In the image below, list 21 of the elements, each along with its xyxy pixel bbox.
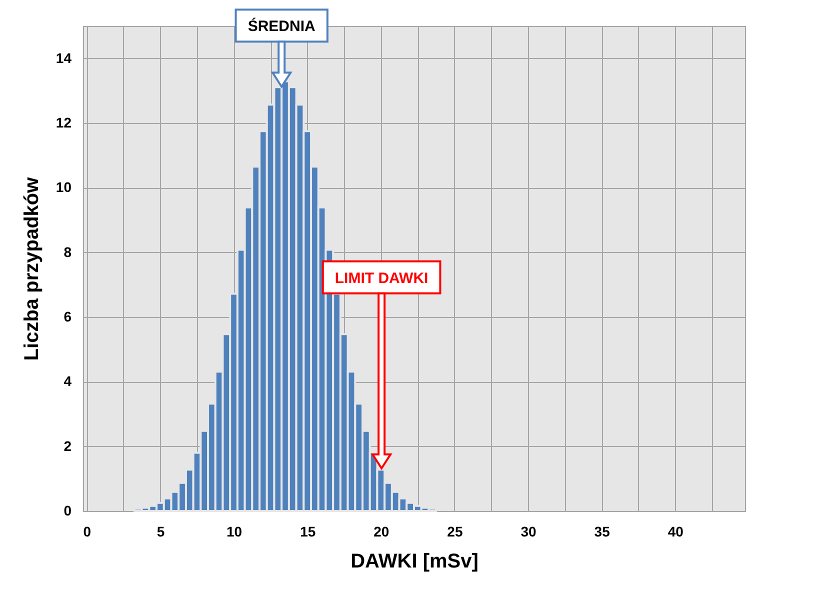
annotation: ŚREDNIA [248, 17, 316, 36]
y-tick-label: 6 [64, 308, 72, 324]
x-tick-label: 40 [668, 524, 684, 540]
y-tick-label: 10 [56, 179, 72, 196]
x-tick-label: 15 [300, 524, 316, 540]
x-tick-label: 5 [156, 524, 165, 540]
y-tick-label: 2 [64, 438, 72, 454]
x-tick-label: 20 [374, 524, 390, 540]
x-tick-label: 30 [520, 524, 537, 540]
y-tick-label: 14 [56, 50, 72, 66]
y-tick-label: 12 [56, 114, 72, 130]
y-axis-title: Liczba przypadków [20, 176, 43, 361]
y-tick-label: 8 [64, 244, 72, 260]
x-tick-label: 35 [594, 524, 610, 540]
y-tick-label: 4 [64, 373, 72, 390]
annotation: LIMIT DAWKI [334, 270, 428, 287]
x-tick-label: 10 [226, 524, 242, 540]
y-tick-label: 0 [64, 502, 72, 518]
x-axis-title: DAWKI [mSv] [350, 550, 478, 572]
x-tick-label: 25 [447, 524, 463, 540]
x-tick-label: 0 [83, 524, 92, 540]
